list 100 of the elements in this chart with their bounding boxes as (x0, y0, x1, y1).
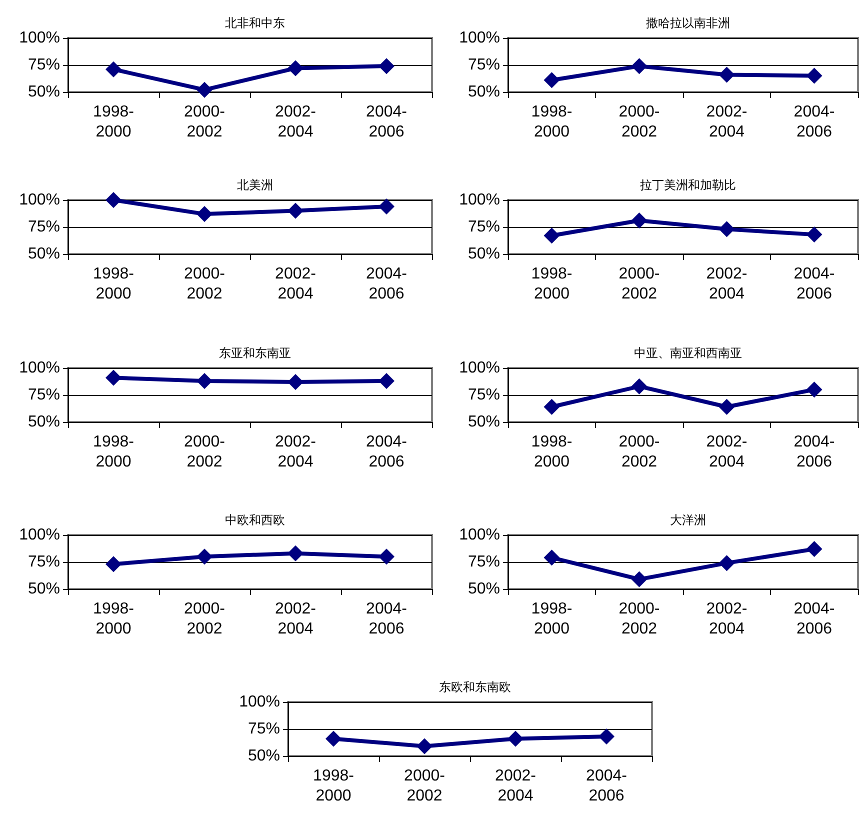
y-tick-label: 75% (28, 386, 60, 404)
point (631, 378, 648, 394)
y-tick-label: 50% (468, 414, 500, 430)
chart-title: 北美洲 (237, 178, 273, 192)
chart-title: 东亚和东南亚 (219, 346, 291, 360)
point (288, 202, 304, 219)
x-tick-label: 2002-2004 (275, 266, 316, 302)
chart-title: 大洋洲 (670, 513, 706, 527)
point (106, 192, 122, 208)
point (544, 228, 560, 244)
x-tick-label: 1998-2000 (531, 266, 572, 302)
point (544, 72, 560, 88)
x-tick-label: 2002-2004 (495, 768, 536, 804)
point (718, 66, 735, 83)
chart-title: 北非和中东 (225, 16, 285, 30)
x-tick-label: 1998-2000 (531, 104, 572, 140)
point (106, 61, 122, 78)
point (288, 60, 304, 76)
y-tick-label: 75% (248, 720, 280, 738)
point (196, 82, 212, 98)
y-tick-label: 100% (19, 360, 60, 376)
x-tick-label: 2000-2002 (184, 266, 225, 302)
y-tick-label: 100% (459, 30, 500, 46)
point (378, 548, 394, 565)
chart-title: 中亚、南亚和西南亚 (634, 346, 742, 360)
point (631, 58, 648, 74)
y-tick-label: 50% (28, 580, 60, 598)
point (598, 728, 614, 745)
x-tick-label: 2004-2006 (794, 600, 835, 638)
x-tick-label: 2000-2002 (618, 104, 660, 140)
point (631, 571, 648, 588)
point (288, 545, 304, 562)
x-tick-label: 1998-2000 (93, 434, 134, 470)
point (806, 226, 822, 243)
x-tick-label: 2004-2006 (366, 266, 407, 302)
x-tick-label: 2004-2006 (366, 600, 407, 638)
y-tick-label: 100% (19, 30, 60, 46)
point (378, 198, 394, 214)
x-tick-label: 2004-2006 (794, 434, 835, 470)
x-tick-label: 2004-2006 (794, 266, 835, 302)
point (806, 541, 822, 558)
point (378, 58, 394, 74)
y-tick-label: 100% (459, 360, 500, 376)
x-tick-label: 2004-2006 (366, 434, 407, 470)
y-tick-label: 100% (19, 192, 60, 208)
chart-title: 拉丁美洲和加勒比 (640, 178, 736, 192)
x-tick-label: 2000-2002 (618, 266, 660, 302)
point (326, 730, 342, 747)
point (806, 68, 822, 84)
point (718, 555, 735, 572)
y-tick-label: 75% (28, 554, 60, 570)
y-tick-label: 75% (468, 56, 500, 74)
x-tick-label: 2002-2004 (275, 600, 316, 638)
x-tick-label: 2000-2002 (404, 768, 445, 804)
x-tick-label: 2002-2004 (706, 600, 748, 638)
x-tick-label: 2000-2002 (618, 434, 660, 470)
x-tick-label: 2000-2002 (618, 600, 660, 638)
x-tick-label: 1998-2000 (93, 600, 134, 638)
x-tick-label: 1998-2000 (93, 104, 134, 140)
point (106, 556, 122, 572)
y-tick-label: 75% (28, 56, 60, 74)
point (544, 550, 560, 566)
y-tick-label: 75% (28, 218, 60, 236)
y-tick-label: 50% (468, 84, 500, 100)
x-tick-label: 2000-2002 (184, 600, 225, 638)
y-tick-label: 75% (468, 218, 500, 236)
y-tick-label: 50% (28, 84, 60, 100)
point (718, 398, 735, 415)
y-tick-label: 50% (28, 246, 60, 262)
x-tick-label: 2004-2006 (586, 768, 627, 804)
x-tick-label: 2004-2006 (794, 104, 835, 140)
x-tick-label: 2002-2004 (706, 104, 748, 140)
chart-title: 中欧和西欧 (225, 513, 285, 527)
point (631, 212, 648, 229)
x-tick-label: 2000-2002 (184, 434, 225, 470)
point (416, 738, 432, 754)
y-tick-label: 50% (468, 580, 500, 598)
y-tick-label: 75% (468, 554, 500, 570)
y-tick-label: 100% (459, 526, 500, 544)
x-tick-label: 2002-2004 (706, 434, 748, 470)
x-tick-label: 1998-2000 (531, 600, 572, 638)
point (196, 548, 212, 565)
x-tick-label: 1998-2000 (313, 768, 354, 804)
y-tick-label: 50% (468, 246, 500, 262)
y-tick-label: 100% (19, 526, 60, 544)
chart-title: 撒哈拉以南非洲 (646, 16, 730, 30)
x-tick-label: 1998-2000 (531, 434, 572, 470)
y-tick-label: 50% (248, 748, 280, 764)
point (544, 398, 560, 415)
y-tick-label: 100% (239, 694, 280, 710)
point (196, 206, 212, 222)
point (806, 382, 822, 398)
point (508, 730, 524, 747)
x-tick-label: 2004-2006 (366, 104, 407, 140)
y-tick-label: 100% (459, 192, 500, 208)
point (718, 221, 735, 238)
x-tick-label: 2002-2004 (275, 104, 316, 140)
y-tick-label: 50% (28, 414, 60, 430)
chart-title: 东欧和东南欧 (439, 680, 511, 694)
x-tick-label: 1998-2000 (93, 266, 134, 302)
